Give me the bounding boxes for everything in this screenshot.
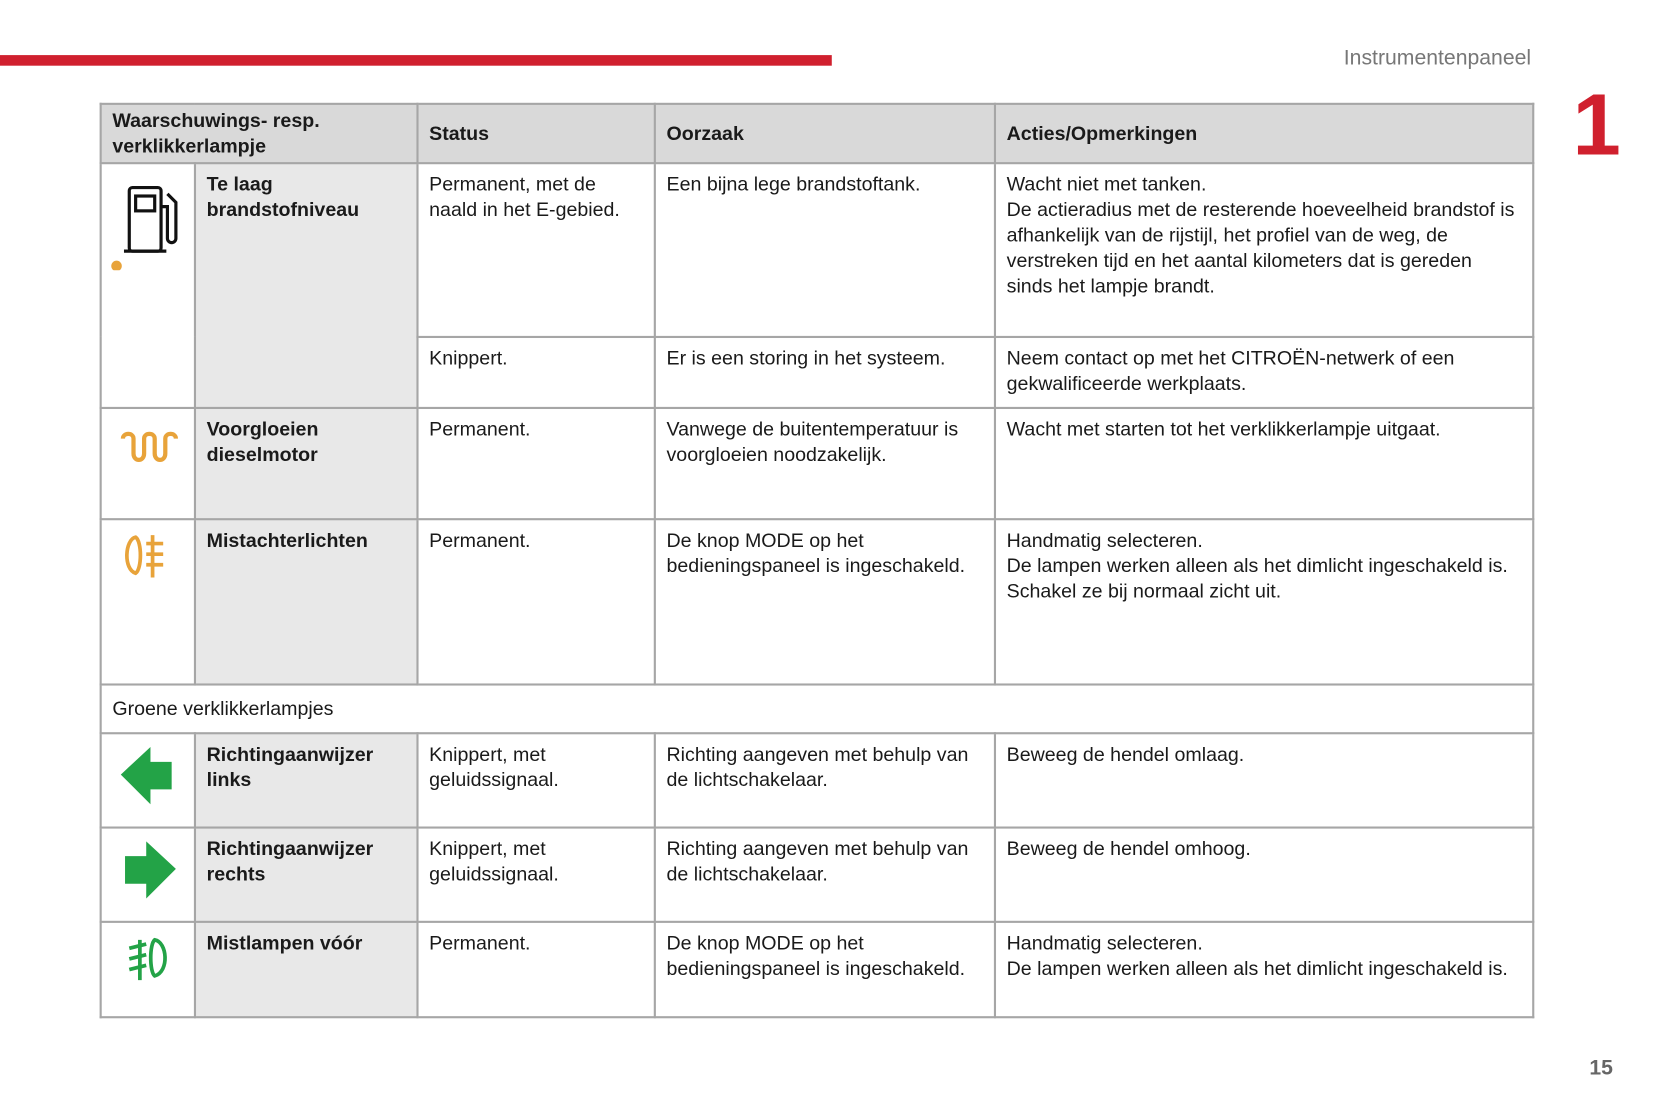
action-line: Handmatig selecteren. <box>1006 528 1203 551</box>
chapter-number: 1 <box>1572 77 1621 174</box>
action-line: Wacht niet met tanken. <box>1006 172 1207 195</box>
column-header: Status <box>416 102 656 165</box>
action-line: De actieradius met de resterende hoeveel… <box>1006 198 1515 297</box>
glow-icon <box>120 431 178 462</box>
cause: Een bijna lege brandstoftank. <box>653 162 997 339</box>
lamp-name: Mistlampen vóór <box>193 920 419 1019</box>
cause: Vanwege de buitentemperatuur is voorgloe… <box>653 406 997 521</box>
right-arrow-icon <box>124 841 176 899</box>
lamp-icon <box>99 518 197 686</box>
group-row: Groene verklikkerlampjes <box>99 683 1535 735</box>
action-line: Neem contact op met het CITROËN-netwerk … <box>1006 346 1455 395</box>
status: Permanent. <box>416 406 656 521</box>
status: Permanent. <box>416 518 656 686</box>
fuel-icon <box>110 185 177 272</box>
column-header: Acties/Opmerkingen <box>993 102 1535 165</box>
status: Knippert. <box>416 335 656 410</box>
lamp-name: Te laag brandstofniveau <box>193 162 419 410</box>
lamp-icon <box>99 826 197 923</box>
action: Neem contact op met het CITROËN-netwerk … <box>993 335 1535 410</box>
page-number: 15 <box>1589 1056 1613 1080</box>
action: Wacht niet met tanken. De actieradius met… <box>993 162 1535 339</box>
cause: Richting aangeven met behulp van de lich… <box>653 826 997 923</box>
column-header: Waarschuwings- resp. verklikkerlampje <box>99 102 419 165</box>
lamp-icon <box>99 406 197 521</box>
lamp-name: Voorgloeien dieselmotor <box>193 406 419 521</box>
section-title: Instrumentenpaneel <box>1343 46 1532 70</box>
row: Knippert. Er is een storing in het syste… <box>101 335 1535 410</box>
action: Handmatig selecteren. De lampen werken al… <box>993 920 1535 1019</box>
action: Handmatig selecteren. De lampen werken al… <box>993 518 1535 686</box>
lamp-icon <box>99 162 197 410</box>
lamp-name: Richtingaanwijzer rechts <box>193 826 419 923</box>
action-line: Beweeg de hendel omlaag. <box>1006 742 1245 766</box>
action: Wacht met starten tot het verklikkerlamp… <box>993 406 1535 521</box>
action-line: Wacht met starten tot het verklikkerlamp… <box>1006 417 1441 440</box>
row: Mistlampen vóór Permanent. De knop MODE … <box>99 920 1535 1019</box>
lamp-name: Richtingaanwijzer links <box>193 732 419 829</box>
status: Knippert, met geluidssignaal. <box>416 732 656 829</box>
action-line: Schakel ze bij normaal zicht uit. <box>1006 579 1282 602</box>
status: Permanent. <box>416 920 656 1019</box>
cause: Er is een storing in het systeem. <box>653 335 997 410</box>
lamp-name: Mistachterlichten <box>193 518 419 686</box>
row: Richtingaanwijzer links Knippert, met ge… <box>99 732 1535 829</box>
action-line: Beweeg de hendel omhoog. <box>1006 837 1251 860</box>
action-line: De lampen werken alleen als het dimlicht… <box>1006 554 1508 577</box>
column-header: Oorzaak <box>653 102 997 165</box>
status: Knippert, met geluidssignaal. <box>416 826 656 923</box>
cause: Richting aangeven met behulp van de lich… <box>653 732 997 829</box>
header-row: Waarschuwings- resp. verklikkerlampje St… <box>99 102 1535 165</box>
lamp-table: Waarschuwings- resp. verklikkerlampje St… <box>99 102 1535 1019</box>
action-line: De lampen werken alleen als het dimlicht… <box>1006 956 1508 980</box>
lamp-icon <box>99 920 197 1019</box>
cause: De knop MODE op het bedieningspaneel is … <box>653 920 997 1019</box>
action-line: Handmatig selecteren. <box>1006 931 1203 954</box>
rear-fog-icon <box>124 535 163 578</box>
action: Beweeg de hendel omhoog. <box>993 826 1535 923</box>
row: Voorgloeien dieselmotor Permanent. Vanwe… <box>99 406 1535 521</box>
front-fog-icon <box>128 937 167 981</box>
cause: De knop MODE op het bedieningspaneel is … <box>653 518 997 686</box>
group-label: Groene verklikkerlampjes <box>99 683 1535 735</box>
action: Beweeg de hendel omlaag. <box>993 732 1535 829</box>
left-arrow-icon <box>120 747 172 805</box>
red-bar <box>0 55 832 66</box>
status: Permanent, met de naald in het E-gebied. <box>416 162 656 339</box>
lamp-icon <box>99 732 197 829</box>
row: Te laag brandstofniveau Permanent, met d… <box>99 162 1535 410</box>
row: Richtingaanwijzer rechts Knippert, met g… <box>99 826 1535 923</box>
row: Mistachterlichten Permanent. De knop MOD… <box>99 518 1535 686</box>
